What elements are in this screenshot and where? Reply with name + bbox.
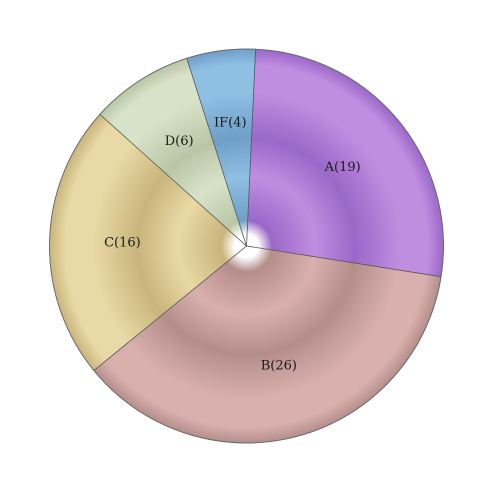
slice-label-b: B(26) xyxy=(261,358,297,373)
slice-label-a: A(19) xyxy=(324,160,361,175)
labels-layer: A(19) B(26) C(16) D(6) IF(4) xyxy=(104,115,361,373)
slice-label-d: D(6) xyxy=(165,134,194,149)
pie-outline xyxy=(49,48,444,444)
slices-layer xyxy=(49,48,444,444)
slice-label-if: IF(4) xyxy=(214,115,247,130)
slice-label-c: C(16) xyxy=(104,236,141,251)
